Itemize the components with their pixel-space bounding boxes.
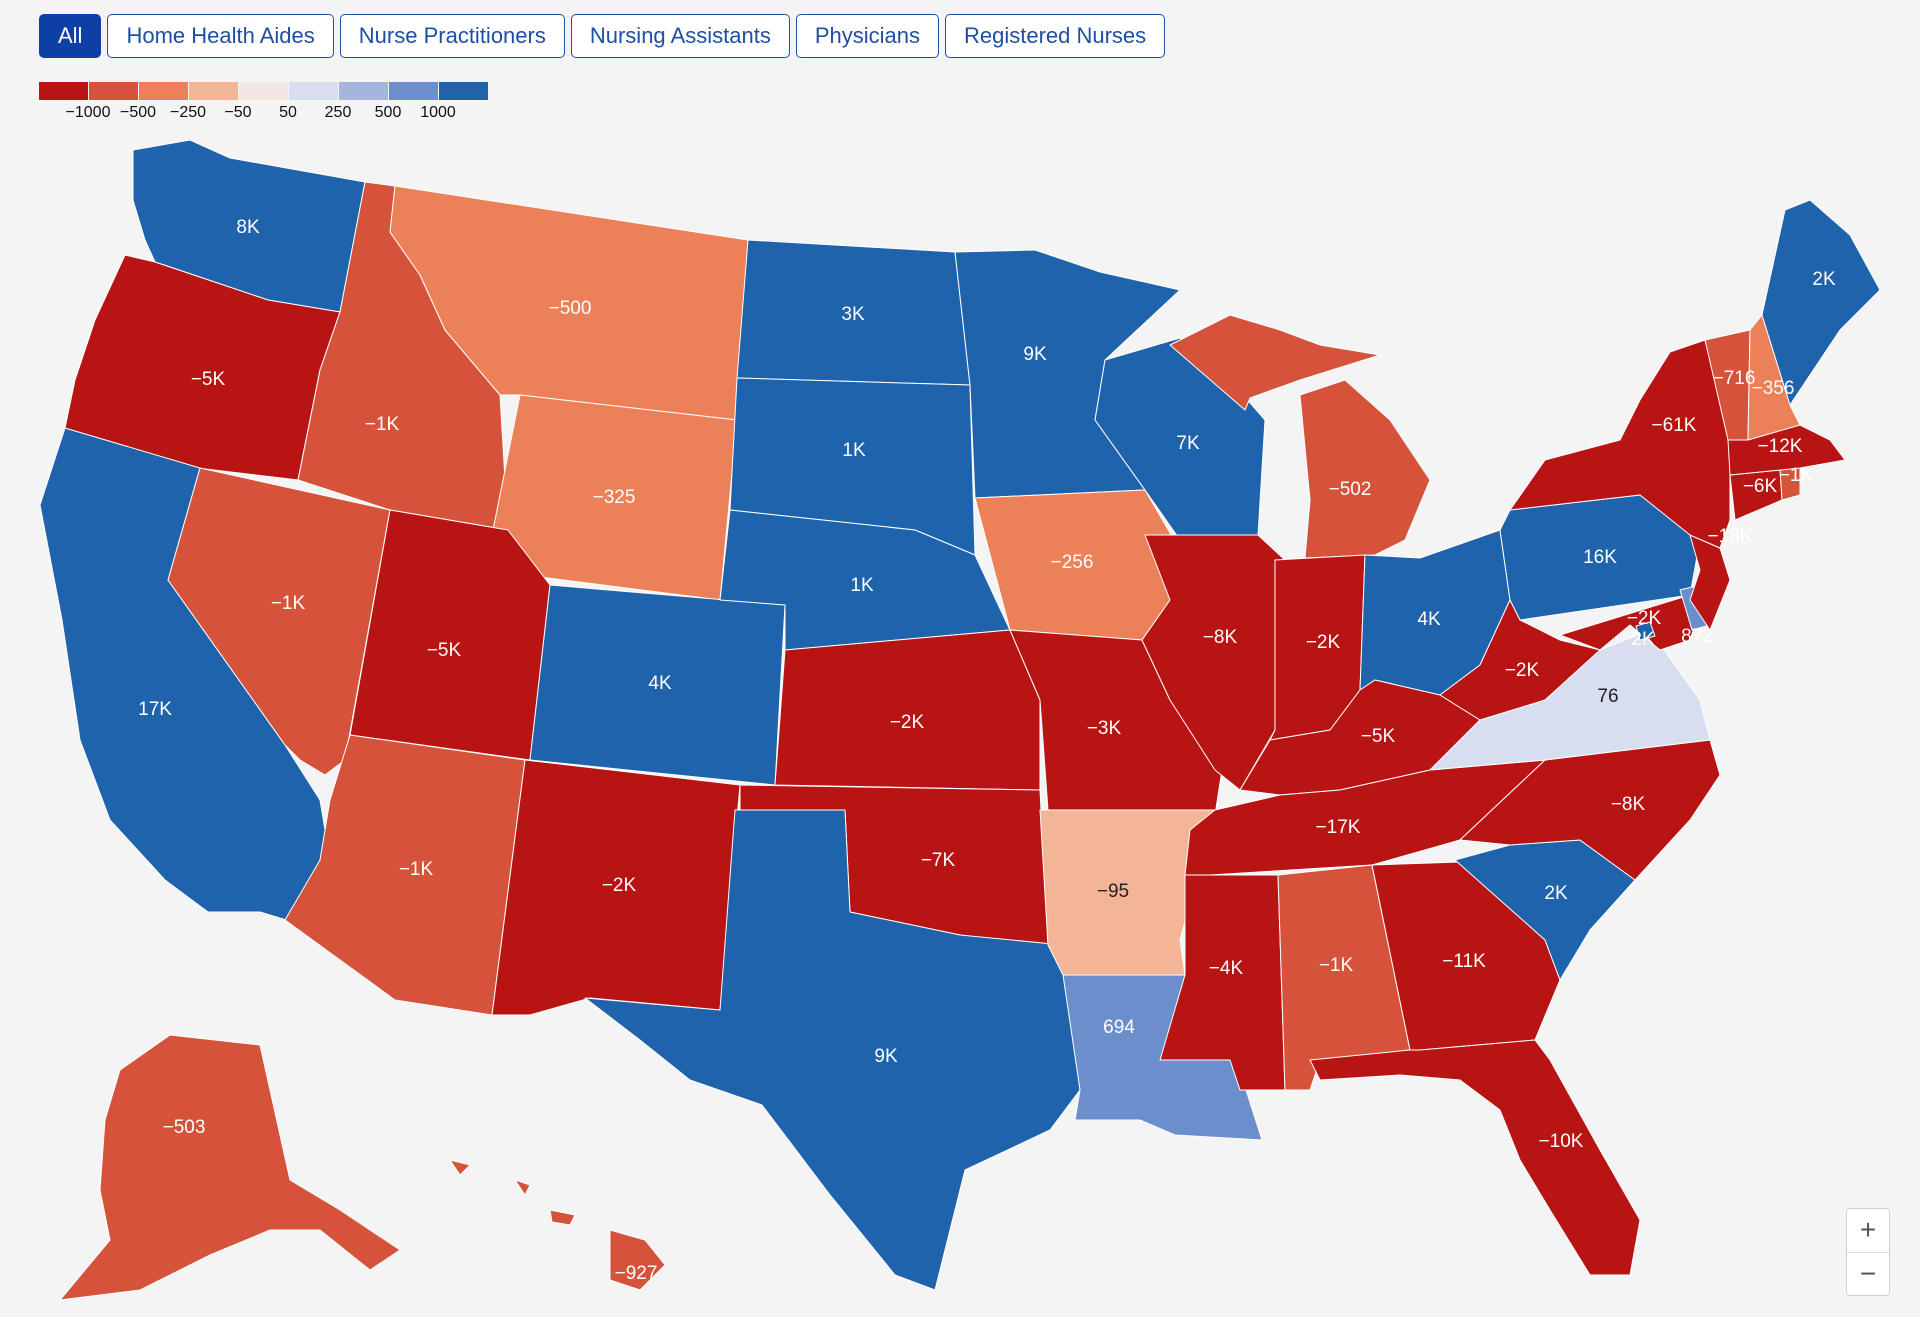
- legend-swatch: [439, 82, 488, 100]
- legend-swatch: [89, 82, 138, 100]
- filter-nurse-practitioners-button[interactable]: Nurse Practitioners: [339, 14, 565, 58]
- state-label-id: −1K: [365, 414, 400, 435]
- state-label-de: 872: [1681, 626, 1713, 647]
- zoom-out-button[interactable]: −: [1847, 1251, 1889, 1296]
- legend-swatch: [39, 82, 88, 100]
- filter-home-health-aides-button[interactable]: Home Health Aides: [107, 14, 334, 58]
- legend-tick-label: 1000: [420, 104, 456, 121]
- zoom-in-button[interactable]: +: [1859, 1214, 1877, 1246]
- legend-tick-label: 50: [279, 104, 297, 121]
- legend-color-scale: [39, 82, 499, 100]
- state-label-ar: −95: [1097, 881, 1129, 902]
- legend-tick-labels: −1000 −500 −250 −50 50 250 500 1000: [39, 104, 499, 126]
- zoom-control: + −: [1846, 1208, 1890, 1296]
- filter-physicians-button[interactable]: Physicians: [795, 14, 939, 58]
- state-label-or: −5K: [191, 369, 226, 390]
- filter-registered-nurses-button[interactable]: Registered Nurses: [944, 14, 1166, 58]
- legend-tick-label: 250: [324, 104, 352, 121]
- state-ak[interactable]: [59, 1034, 401, 1301]
- state-ks[interactable]: [774, 629, 1041, 791]
- state-label-tn: −17K: [1316, 817, 1361, 838]
- state-label-in: −2K: [1306, 632, 1341, 653]
- state-label-ct: −6K: [1743, 476, 1778, 497]
- legend-swatch: [339, 82, 388, 100]
- states-layer: [39, 139, 1881, 1301]
- state-label-vt: −716: [1713, 368, 1756, 389]
- state-label-nv: −1K: [271, 593, 306, 614]
- occupation-filter-bar: All Home Health Aides Nurse Practitioner…: [39, 14, 1166, 58]
- state-label-ms: −4K: [1209, 958, 1244, 979]
- state-label-wa: 8K: [236, 217, 260, 238]
- state-label-oh: 4K: [1417, 609, 1441, 630]
- filter-all-button[interactable]: All: [39, 14, 102, 58]
- legend-tick-label: −250: [169, 104, 207, 121]
- legend-tick-label: −1000: [65, 104, 111, 121]
- state-label-co: 4K: [648, 673, 672, 694]
- state-label-nd: 3K: [841, 304, 865, 325]
- state-label-az: −1K: [399, 859, 434, 880]
- state-label-mo: −3K: [1087, 718, 1122, 739]
- filter-nursing-assistants-button[interactable]: Nursing Assistants: [570, 14, 790, 58]
- state-label-md: −2K: [1627, 608, 1662, 629]
- state-label-mi: −502: [1329, 479, 1372, 500]
- state-me[interactable]: [1761, 199, 1881, 406]
- state-hi[interactable]: [449, 1159, 666, 1291]
- state-label-nc: −8K: [1611, 794, 1646, 815]
- state-nh[interactable]: [1747, 314, 1801, 441]
- state-label-tx: 9K: [874, 1046, 898, 1067]
- state-label-ks: −2K: [890, 712, 925, 733]
- state-tx[interactable]: [584, 809, 1081, 1291]
- state-label-wv: −2K: [1505, 660, 1540, 681]
- legend-swatch: [189, 82, 238, 100]
- state-label-dc: 2K: [1631, 629, 1655, 650]
- state-label-ia: −256: [1051, 552, 1094, 573]
- state-il[interactable]: [1141, 534, 1286, 791]
- state-label-va: 76: [1597, 686, 1618, 707]
- state-label-ky: −5K: [1361, 726, 1396, 747]
- state-label-ca: 17K: [138, 699, 172, 720]
- legend-tick-label: −50: [224, 104, 252, 121]
- state-label-nh: −356: [1752, 378, 1795, 399]
- state-label-ny: −61K: [1652, 415, 1697, 436]
- state-labels-layer: 8K −5K 17K −1K −1K −500 −325 −5K −1K 4K −2K 3K 1K 1K −…: [138, 217, 1836, 1284]
- state-dc[interactable]: [1635, 621, 1656, 641]
- state-wv[interactable]: [1439, 599, 1601, 721]
- legend-swatch: [389, 82, 438, 100]
- state-label-ut: −5K: [427, 640, 462, 661]
- state-label-wy: −325: [593, 487, 636, 508]
- legend-swatch: [239, 82, 288, 100]
- state-label-mt: −500: [549, 298, 592, 319]
- state-label-wi: 7K: [1176, 433, 1200, 454]
- state-label-la: 694: [1103, 1017, 1135, 1038]
- legend-swatch: [289, 82, 338, 100]
- state-label-sd: 1K: [842, 440, 866, 461]
- color-legend: −1000 −500 −250 −50 50 250 500 1000: [39, 82, 499, 126]
- legend-tick-label: 500: [374, 104, 402, 121]
- state-label-ak: −503: [163, 1117, 206, 1138]
- state-label-ne: 1K: [850, 575, 874, 596]
- legend-swatch: [139, 82, 188, 100]
- state-label-sc: 2K: [1544, 883, 1568, 904]
- state-label-hi: −927: [615, 1263, 658, 1284]
- state-label-nm: −2K: [602, 875, 637, 896]
- state-label-ok: −7K: [921, 850, 956, 871]
- state-label-nj: −18K: [1708, 526, 1753, 547]
- legend-tick-label: −500: [119, 104, 157, 121]
- state-label-ri: −1K: [1779, 465, 1814, 486]
- state-label-me: 2K: [1812, 269, 1836, 290]
- state-label-mn: 9K: [1023, 344, 1047, 365]
- state-label-pa: 16K: [1583, 547, 1617, 568]
- state-label-ma: −12K: [1758, 436, 1803, 457]
- state-label-il: −8K: [1203, 627, 1238, 648]
- state-label-al: −1K: [1319, 955, 1354, 976]
- state-label-ga: −11K: [1442, 951, 1486, 972]
- state-fl[interactable]: [1309, 1039, 1641, 1276]
- state-label-fl: −10K: [1539, 1131, 1584, 1152]
- state-mi[interactable]: [1169, 314, 1431, 559]
